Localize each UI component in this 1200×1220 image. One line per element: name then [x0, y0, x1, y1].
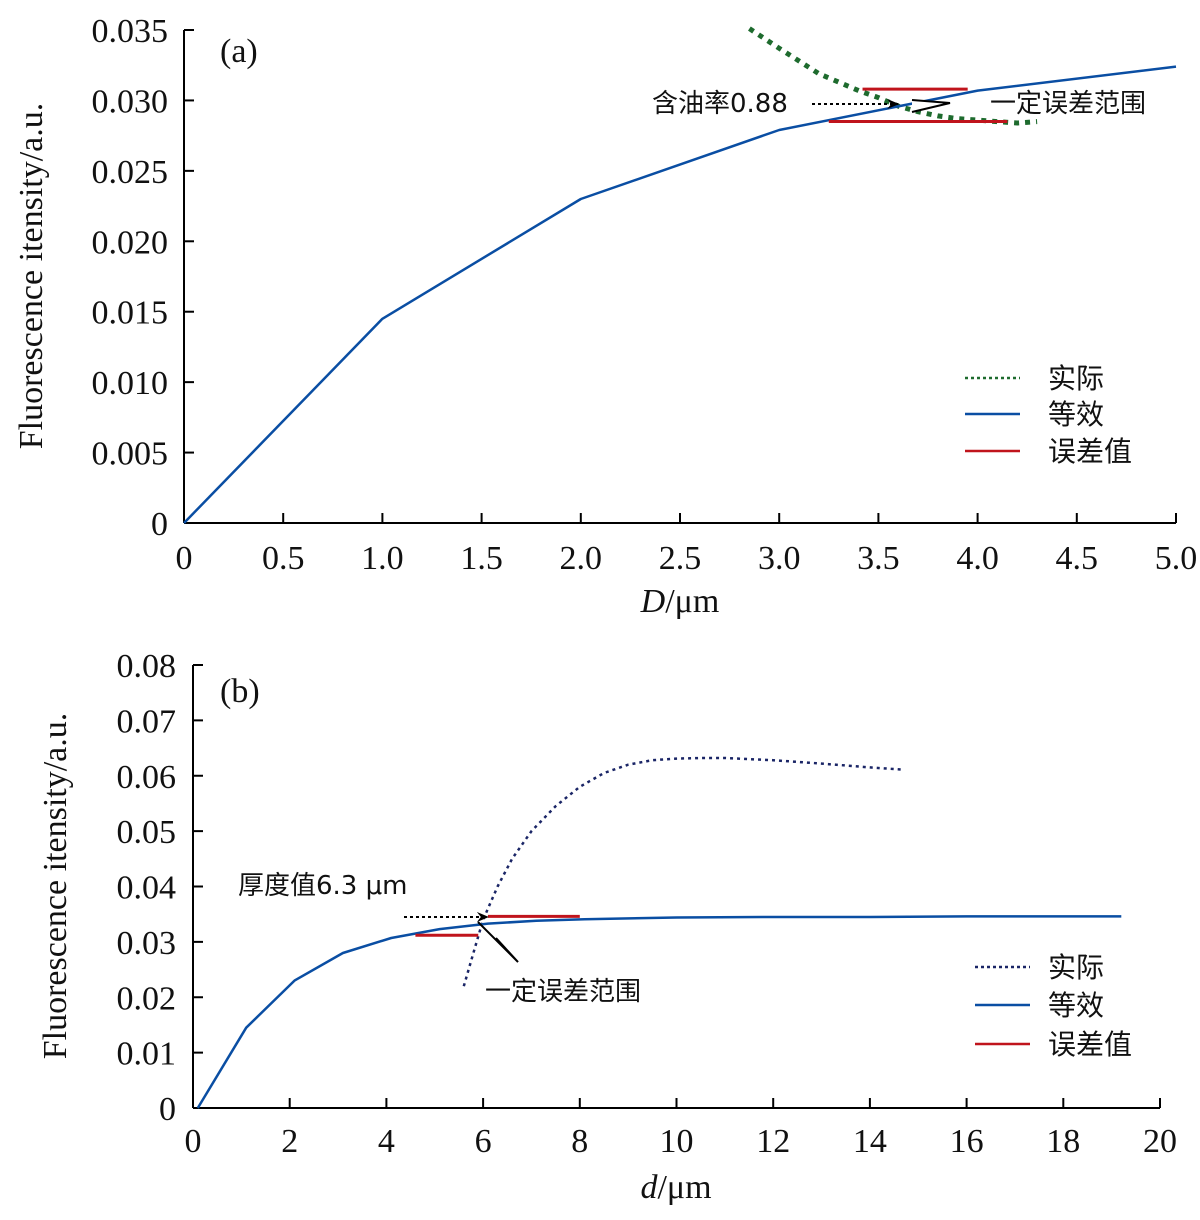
annotation-thickness: 厚度值6.3 μm	[238, 871, 407, 901]
y-tick-label-a: 0.025	[92, 154, 169, 191]
x-tick-label-b: 14	[853, 1123, 887, 1160]
y-axis-title-a: Fluorescence itensity/a.u.	[13, 103, 50, 450]
x-tick-label-a: 2.0	[560, 540, 603, 577]
y-tick-label-a: 0.010	[92, 365, 169, 402]
y-tick-label-a: 0.035	[92, 13, 169, 50]
y-tick-label-a: 0	[151, 506, 168, 543]
legend-a: 实际 等效 误差值	[965, 362, 1132, 468]
series-line-equivalent-a	[183, 65, 1177, 524]
x-tick-label-a: 3.0	[758, 540, 801, 577]
annotation-error-range-b: 一定误差范围	[485, 977, 641, 1007]
x-tick-label-a: 0.5	[262, 540, 305, 577]
y-tick-label-b: 0.04	[117, 870, 177, 907]
x-tick-label-a: 4.5	[1056, 540, 1099, 577]
annotation-oil-rate: 含油率0.88	[652, 89, 788, 119]
x-axis-title-b: d/μm	[640, 1169, 711, 1206]
x-tick-label-b: 10	[660, 1123, 694, 1160]
x-tick-label-a: 2.5	[659, 540, 702, 577]
x-tick-label-a: 1.5	[460, 540, 503, 577]
legend-label-error-a: 误差值	[1048, 435, 1132, 468]
y-tick-label-b: 0.03	[117, 925, 177, 962]
legend-label-equivalent-b: 等效	[1048, 989, 1104, 1022]
x-tick-label-b: 16	[950, 1123, 984, 1160]
y-tick-label-b: 0.02	[117, 980, 177, 1017]
y-tick-label-a: 0.015	[92, 295, 169, 332]
y-tick-label-b: 0.07	[117, 703, 177, 740]
legend-label-actual-b: 实际	[1048, 951, 1104, 984]
series-line-actual-a	[748, 26, 1038, 126]
x-tick-label-b: 4	[378, 1123, 395, 1160]
x-tick-label-a: 0	[176, 540, 193, 577]
annotation-pointer-a	[911, 99, 951, 113]
series-line-actual-b	[462, 756, 904, 987]
legend-label-error-b: 误差值	[1048, 1028, 1132, 1061]
y-tick-label-a: 0.020	[92, 224, 169, 261]
annotation-pointer-b	[477, 921, 519, 963]
series-line-equivalent-b	[196, 915, 1122, 1109]
x-tick-label-b: 8	[571, 1123, 588, 1160]
legend-b: 实际 等效 误差值	[975, 951, 1132, 1061]
y-axis-title-b: Fluorescence itensity/a.u.	[37, 713, 74, 1060]
x-axis-title-b-rest: /μm	[657, 1169, 711, 1206]
chart-panel-b: 0 2 4 6 8 10 12 14 16 18 20 0 0.01 0.02 0.03 0.04 0.05 0.…	[37, 648, 1177, 1206]
panel-label-a: (a)	[220, 33, 258, 70]
x-axis-title-a: D/μm	[640, 583, 720, 620]
y-tick-label-a: 0.030	[92, 83, 169, 120]
y-tick-label-b: 0.06	[117, 759, 177, 796]
y-tick-label-b: 0.08	[117, 648, 177, 685]
y-tick-label-b: 0.01	[117, 1036, 177, 1073]
y-tick-label-b: 0	[159, 1091, 176, 1128]
x-axis-title-a-italic: D	[640, 583, 666, 620]
x-axis-title-a-rest: /μm	[665, 583, 719, 620]
panel-label-b: (b)	[220, 673, 260, 710]
x-axis-title-b-italic: d	[640, 1169, 658, 1206]
x-tick-label-b: 18	[1046, 1123, 1080, 1160]
legend-label-actual-a: 实际	[1048, 362, 1104, 395]
x-tick-label-a: 3.5	[857, 540, 900, 577]
y-tick-label-b: 0.05	[117, 814, 177, 851]
y-tick-label-a: 0.005	[92, 436, 169, 473]
x-tick-label-b: 2	[281, 1123, 298, 1160]
annotation-error-range-a: 一定误差范围	[990, 89, 1146, 119]
x-tick-label-a: 1.0	[361, 540, 404, 577]
x-tick-label-b: 0	[185, 1123, 202, 1160]
x-tick-label-b: 12	[756, 1123, 790, 1160]
x-tick-label-a: 4.0	[956, 540, 999, 577]
x-tick-label-b: 6	[475, 1123, 492, 1160]
legend-label-equivalent-a: 等效	[1048, 398, 1104, 431]
x-tick-label-a: 5.0	[1155, 540, 1198, 577]
x-tick-label-b: 20	[1143, 1123, 1177, 1160]
chart-panel-a: 0 0.5 1.0 1.5 2.0 2.5 3.0 3.5 4.0 4.5 5.0 0 0.005 0.0…	[13, 13, 1197, 620]
